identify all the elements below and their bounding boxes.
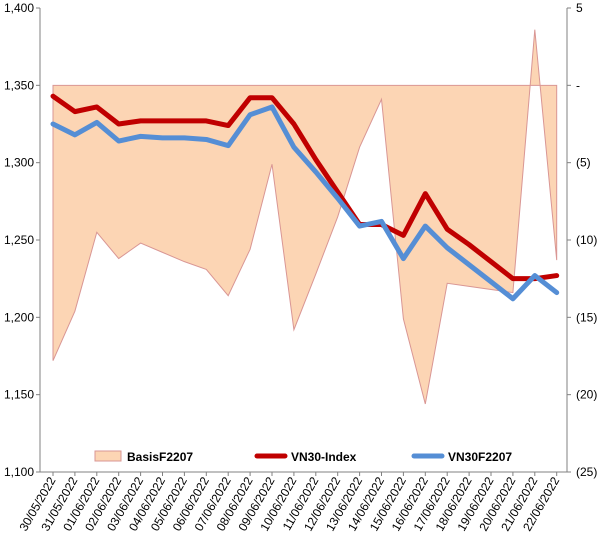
left-tick-label: 1,150: [4, 388, 34, 402]
right-tick-label: (10): [576, 233, 597, 247]
left-tick-label: 1,300: [4, 156, 34, 170]
series-line-vn30-index: [50, 93, 560, 282]
legend-label-basisf2207: BasisF2207: [127, 450, 193, 464]
axes-layer: [36, 7, 571, 476]
left-tick-label: 1,250: [4, 233, 34, 247]
left-tick-label: 1,350: [4, 78, 34, 92]
legend-swatch-basisf2207: [94, 450, 122, 462]
legend-label-vn30-index: VN30-Index: [291, 450, 357, 464]
right-tick-label: (25): [576, 465, 597, 479]
tick-labels-layer: 1,100 1,150 1,200 1,250 1,300 1,350 1,400 5 - (5)…: [4, 1, 597, 534]
left-tick-label: 1,400: [4, 1, 34, 15]
right-tick-label: 5: [576, 1, 583, 15]
right-tick-label: (15): [576, 310, 597, 324]
index-lines-layer: [50, 93, 560, 302]
basis-area: [52, 29, 558, 405]
right-tick-label: (5): [576, 156, 591, 170]
series-line-vn30f2207: [50, 104, 560, 302]
left-tick-label: 1,200: [4, 310, 34, 324]
right-tick-label: -: [576, 78, 580, 92]
left-tick-label: 1,100: [4, 465, 34, 479]
basis-area-layer: [52, 29, 558, 405]
legend: BasisF2207 VN30-Index VN30F2207: [94, 450, 512, 464]
legend-label-vn30f2207: VN30F2207: [448, 450, 512, 464]
right-tick-label: (20): [576, 388, 597, 402]
